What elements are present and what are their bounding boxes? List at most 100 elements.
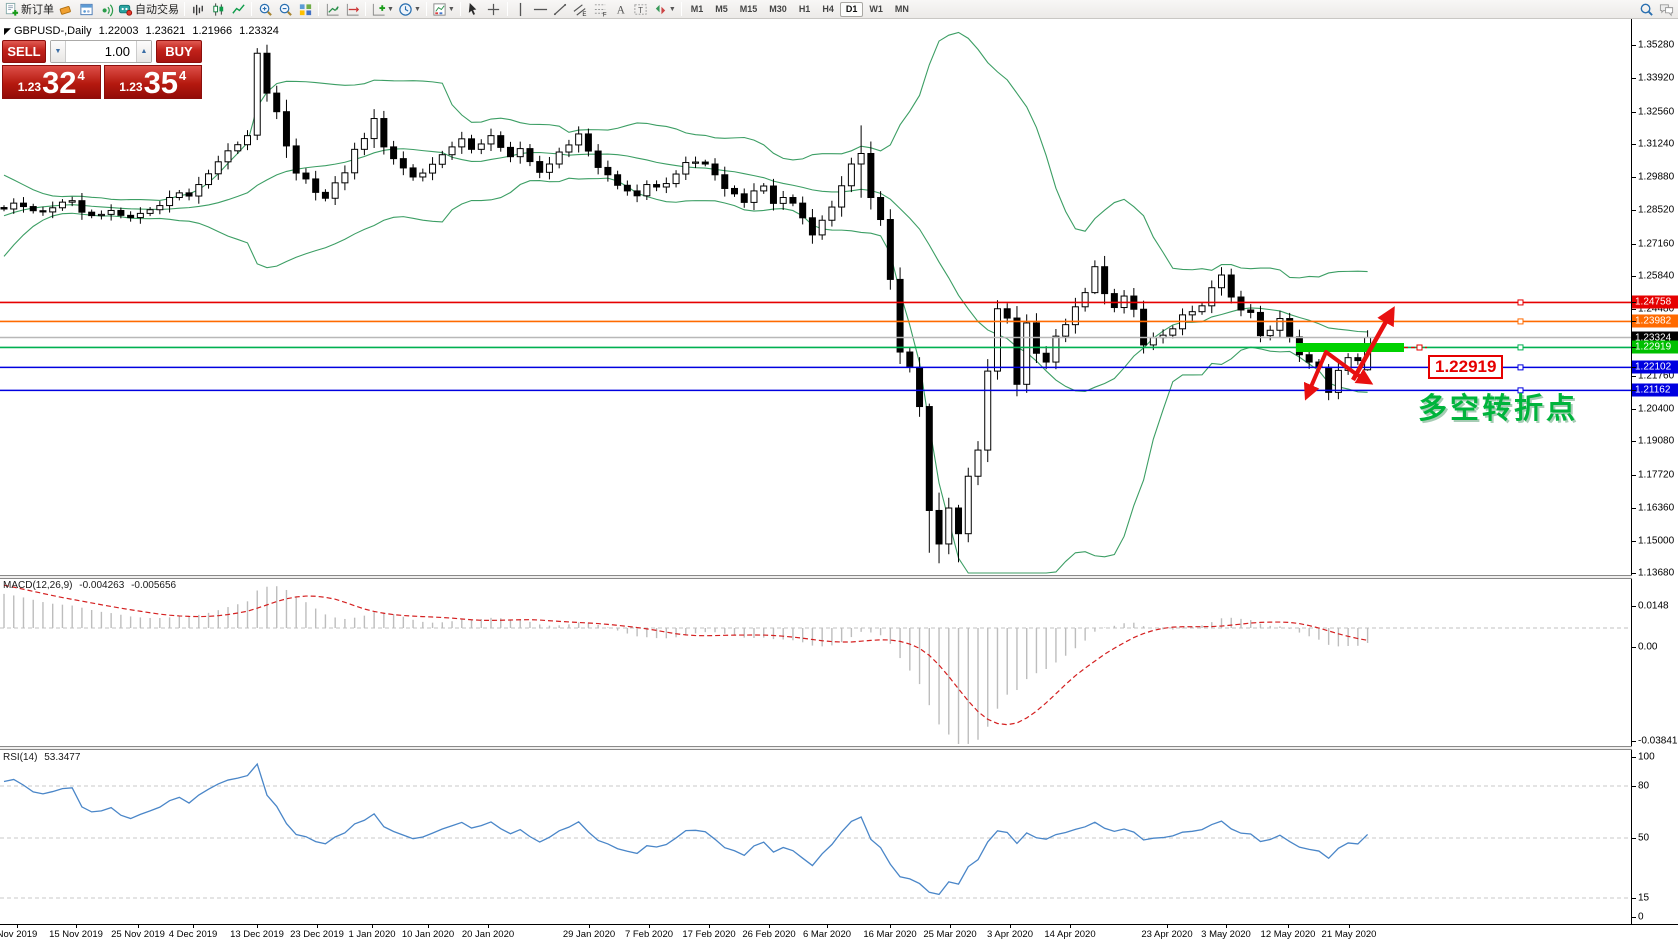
date-label: 16 Mar 2020 — [863, 929, 917, 940]
chat-icon-button[interactable] — [1656, 1, 1676, 18]
sell-button[interactable]: SELL — [2, 40, 46, 63]
date-label: 14 Apr 2020 — [1044, 929, 1096, 940]
timeframe-h4-button[interactable]: H4 — [822, 4, 834, 14]
label-tool-button[interactable]: T — [631, 1, 651, 18]
sell-price-small: 1.23 — [17, 80, 42, 94]
tiles-icon — [299, 3, 311, 15]
vline-tool-button[interactable] — [511, 1, 531, 18]
timeframe-m5-button[interactable]: M5 — [715, 4, 728, 14]
crosshair-tool-button[interactable] — [484, 1, 504, 18]
date-tick — [769, 925, 770, 928]
date-tick — [709, 925, 710, 928]
vline-icon — [520, 2, 522, 16]
axis-tick — [1632, 741, 1636, 742]
pane-splitter-macd[interactable] — [0, 575, 1632, 579]
line-chart-mode-button[interactable] — [228, 1, 248, 18]
chart-high: 1.23621 — [145, 25, 186, 37]
periods-button[interactable]: ▼ — [396, 1, 423, 18]
hline-tool-button[interactable] — [531, 1, 551, 18]
signals-button[interactable] — [96, 1, 116, 18]
buy-price-panel[interactable]: 1.23 35 4 — [103, 65, 202, 99]
channel-tool-button[interactable]: E — [571, 1, 591, 18]
toolbar-separator — [251, 2, 252, 16]
date-tick — [950, 925, 951, 928]
clock-icon — [399, 2, 412, 16]
volume-input[interactable] — [66, 41, 136, 62]
pane-splitter-rsi[interactable] — [0, 746, 1632, 750]
auto-trading-button-label: 自动交易 — [135, 4, 179, 16]
date-label: 3 Apr 2020 — [987, 929, 1033, 940]
date-label: 1 Jan 2020 — [348, 929, 396, 940]
signal-icon — [102, 3, 113, 16]
trendline-tool-button[interactable] — [551, 1, 571, 18]
new-order-button[interactable]: 新订单 — [2, 1, 56, 18]
toolbar-separator — [459, 2, 461, 16]
date-tick — [827, 925, 828, 928]
toolbar-separator — [680, 2, 682, 16]
templates-button[interactable]: ▼ — [430, 1, 457, 18]
cross-icon — [488, 3, 500, 15]
tile-windows-button[interactable] — [295, 1, 315, 18]
bars-icon — [192, 4, 203, 15]
sell-price-pip: 4 — [77, 68, 85, 83]
tline-icon — [554, 3, 567, 15]
axis-tick-label: 1.20400 — [1638, 403, 1675, 415]
toolbar-separator — [365, 2, 366, 16]
price-axis-line — [1631, 19, 1632, 924]
axis-tick-label: 1.24480 — [1638, 303, 1675, 315]
chat-icon — [1659, 3, 1673, 16]
svg-text:F: F — [603, 11, 607, 16]
textA-icon: A — [617, 4, 626, 16]
timeframe-w1-button[interactable]: W1 — [869, 4, 883, 14]
date-tick — [649, 925, 650, 928]
axis-tick — [1632, 111, 1636, 113]
axis-tick — [1632, 541, 1636, 543]
timeframe-m1-button[interactable]: M1 — [690, 4, 704, 14]
price-axis[interactable]: 1.35280 1.33920 1.32560 1.31240 1.29880 1.285… — [1632, 19, 1678, 924]
date-label: 20 Jan 2020 — [461, 929, 515, 940]
timeframe-d1-button[interactable]: D1 — [839, 1, 864, 17]
date-label: 23 Apr 2020 — [1141, 929, 1193, 940]
zoom-in-button[interactable] — [255, 1, 275, 18]
axis-tick-label: 1.33920 — [1638, 72, 1675, 84]
text-tool-button[interactable]: A — [611, 1, 631, 18]
zoom-out-button[interactable] — [275, 1, 295, 18]
data-window-button[interactable] — [76, 1, 96, 18]
auto-scroll-button[interactable] — [322, 1, 342, 18]
axis-tick — [1632, 786, 1636, 787]
cursor-tool-button[interactable] — [464, 1, 484, 18]
date-tick — [1288, 925, 1289, 928]
date-label: 12 May 2020 — [1260, 929, 1316, 940]
add-indicator-button[interactable]: ▼ — [369, 1, 396, 18]
buy-button[interactable]: BUY — [156, 40, 202, 63]
chart-shift-button[interactable] — [342, 1, 362, 18]
axis-tick — [1632, 45, 1636, 47]
axis-tick-label: 0 — [1638, 911, 1644, 923]
axis-tick — [1632, 143, 1636, 145]
date-label: 7 Feb 2020 — [624, 929, 674, 940]
timeframe-mn-button[interactable]: MN — [894, 4, 909, 14]
date-tick — [257, 925, 258, 928]
sell-price-panel[interactable]: 1.23 32 4 — [2, 65, 101, 99]
bar-chart-mode-button[interactable] — [188, 1, 208, 18]
date-label: 25 Mar 2020 — [923, 929, 977, 940]
search-icon-button[interactable] — [1636, 1, 1656, 18]
candle-chart-mode-button[interactable] — [208, 1, 228, 18]
svg-text:E: E — [583, 11, 587, 17]
timeframe-m15-button[interactable]: M15 — [739, 4, 758, 14]
date-axis[interactable]: Nov 2019 15 Nov 2019 25 Nov 2019 4 Dec 2019… — [0, 924, 1678, 943]
price-chart-canvas[interactable] — [0, 19, 1678, 924]
volume-decrease-button[interactable]: ▼ — [51, 41, 66, 62]
price-callout-label: 1.22919 — [1428, 355, 1504, 379]
eraser-button[interactable] — [56, 1, 76, 18]
axis-tick-label: 15 — [1638, 892, 1650, 904]
eraser-icon — [59, 5, 71, 15]
timeframe-m30-button[interactable]: M30 — [769, 4, 787, 14]
chart-area[interactable]: ◤ GBPUSD-,Daily 1.22003 1.23621 1.21966 … — [0, 19, 1678, 943]
auto-trading-button[interactable]: 自动交易 — [116, 1, 181, 18]
fibonacci-tool-button[interactable]: F — [591, 1, 611, 18]
timeframe-h1-button[interactable]: H1 — [798, 4, 811, 14]
shapes-tool-button[interactable]: ▼ — [651, 1, 678, 18]
volume-increase-button[interactable]: ▲ — [136, 41, 151, 62]
date-tick — [1167, 925, 1168, 928]
